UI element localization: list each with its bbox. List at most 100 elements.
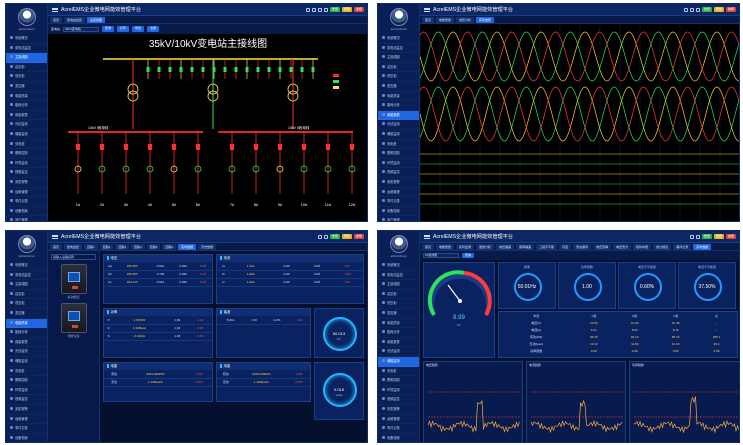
sidebar-item[interactable]: 能耗分析 bbox=[6, 101, 47, 111]
fault-chip[interactable]: 故障 bbox=[353, 7, 364, 12]
sidebar-item[interactable]: 变电站监控 bbox=[378, 44, 419, 54]
settings-icon[interactable] bbox=[305, 7, 310, 12]
tab[interactable]: 电压暂升 bbox=[613, 243, 632, 250]
sidebar-item[interactable]: 变压器 bbox=[378, 82, 419, 92]
sidebar-item[interactable]: 电能质量 bbox=[378, 92, 419, 102]
sidebar-item[interactable]: 光伏监测 bbox=[378, 347, 419, 357]
tab[interactable]: 电压暂降 bbox=[593, 243, 612, 250]
tab[interactable]: 电压偏差 bbox=[496, 243, 515, 250]
sidebar-item[interactable]: 能耗分析 bbox=[378, 101, 419, 111]
sidebar-item[interactable]: 储能监测 bbox=[6, 357, 47, 367]
sidebar-item[interactable]: 主接线图 bbox=[6, 53, 47, 63]
tab[interactable]: 配电监控 bbox=[64, 243, 83, 250]
avatar[interactable] bbox=[389, 8, 408, 26]
fault-chip[interactable]: 故障 bbox=[725, 234, 736, 239]
sidebar-item[interactable]: 环境监测 bbox=[6, 159, 47, 169]
sidebar-item[interactable]: 系统概况 bbox=[378, 34, 419, 44]
fault-chip[interactable]: 故障 bbox=[725, 7, 736, 12]
sidebar-item[interactable]: 充电桩 bbox=[6, 140, 47, 150]
export-button[interactable]: 导出 bbox=[132, 26, 145, 32]
menu-icon[interactable] bbox=[424, 7, 430, 12]
settings-icon[interactable] bbox=[683, 7, 688, 12]
sidebar-item[interactable]: 变电站监控 bbox=[6, 44, 47, 54]
tab[interactable]: 三相不平衡 bbox=[536, 243, 558, 250]
sidebar-item[interactable]: 视频监控 bbox=[6, 395, 47, 405]
sidebar-item[interactable]: 视频监控 bbox=[6, 168, 47, 178]
sidebar-item[interactable]: 环境监测 bbox=[378, 386, 419, 396]
substation-select[interactable]: 35kV变电站 bbox=[63, 26, 100, 32]
circuit-select[interactable]: 1#进线柜 bbox=[423, 253, 459, 258]
tab[interactable]: 回路4 bbox=[131, 243, 145, 250]
alarm-chip[interactable]: 告警 bbox=[701, 7, 712, 12]
print-button[interactable]: 打印 bbox=[117, 26, 130, 32]
sidebar-item[interactable]: 环境监测 bbox=[378, 159, 419, 169]
tab[interactable]: 回路1 bbox=[84, 243, 98, 250]
warning-chip[interactable]: 预警 bbox=[341, 7, 352, 12]
sidebar-item[interactable]: 主接线图 bbox=[378, 53, 419, 63]
sidebar-item[interactable]: 变压器 bbox=[6, 82, 47, 92]
tab[interactable]: 实时数据 bbox=[178, 243, 197, 250]
sidebar-item[interactable]: 光伏监测 bbox=[6, 120, 47, 130]
tab[interactable]: 首页 bbox=[422, 243, 435, 250]
sidebar-item[interactable]: 安防报警 bbox=[6, 178, 47, 188]
sidebar-item[interactable]: 电能质量 bbox=[6, 92, 47, 102]
sidebar-item[interactable]: 用能报表 bbox=[378, 110, 419, 121]
bell-icon[interactable] bbox=[323, 7, 328, 12]
sidebar-item[interactable]: 事件记录 bbox=[6, 197, 47, 207]
tab[interactable]: 电能质量 bbox=[436, 16, 455, 23]
sidebar-item[interactable]: 视频监控 bbox=[378, 395, 419, 405]
tab[interactable]: 短时中断 bbox=[633, 243, 652, 250]
sidebar-item[interactable]: 设备档案 bbox=[6, 434, 47, 442]
fullscreen-icon[interactable] bbox=[317, 7, 322, 12]
search-icon[interactable] bbox=[311, 7, 316, 12]
sidebar-item[interactable]: 电能质量 bbox=[6, 318, 47, 329]
sidebar-item[interactable]: 安防报警 bbox=[378, 178, 419, 188]
sidebar-item[interactable]: 系统概况 bbox=[378, 261, 419, 271]
tab[interactable]: 实时数据 bbox=[693, 243, 712, 250]
sidebar-item[interactable]: 低压柜 bbox=[6, 72, 47, 82]
alarm-chip[interactable]: 告警 bbox=[329, 234, 340, 239]
sidebar-item[interactable]: 能耗分析 bbox=[6, 328, 47, 338]
tab[interactable]: 波形分析 bbox=[456, 16, 475, 23]
sidebar-item[interactable]: 变压器 bbox=[378, 309, 419, 319]
sidebar-item[interactable]: 高压柜 bbox=[6, 63, 47, 73]
sidebar-item[interactable]: 高压柜 bbox=[378, 63, 419, 73]
tab[interactable]: 主接线图 bbox=[87, 16, 106, 23]
sidebar-item[interactable]: 设备档案 bbox=[378, 207, 419, 217]
sidebar-item[interactable]: 用能报表 bbox=[6, 338, 47, 348]
query-button[interactable]: 查询 bbox=[102, 26, 115, 32]
tab[interactable]: 首页 bbox=[50, 243, 63, 250]
sidebar-item[interactable]: 照明控制 bbox=[6, 376, 47, 386]
settings-icon[interactable] bbox=[317, 234, 322, 239]
sidebar-item[interactable]: 用户管理 bbox=[378, 216, 419, 221]
alarm-chip[interactable]: 告警 bbox=[701, 234, 712, 239]
sidebar-item[interactable]: 系统概况 bbox=[6, 34, 47, 44]
sidebar-item[interactable]: 光伏监测 bbox=[6, 347, 47, 357]
tab[interactable]: 电能质量 bbox=[436, 243, 455, 250]
sidebar-item[interactable]: 照明控制 bbox=[6, 149, 47, 159]
sidebar-item[interactable]: 运维管理 bbox=[378, 415, 419, 425]
tab[interactable]: 回路6 bbox=[162, 243, 177, 250]
sidebar-item[interactable]: 高压柜 bbox=[6, 290, 47, 300]
sidebar-item[interactable]: 运维管理 bbox=[6, 188, 47, 198]
warning-chip[interactable]: 预警 bbox=[713, 7, 724, 12]
sidebar-item[interactable]: 储能监测 bbox=[378, 130, 419, 140]
sidebar-item[interactable]: 充电桩 bbox=[6, 367, 47, 377]
sidebar-item[interactable]: 用户管理 bbox=[6, 216, 47, 221]
sidebar-item[interactable]: 电能质量 bbox=[378, 319, 419, 329]
sidebar-item[interactable]: 主接线图 bbox=[378, 280, 419, 290]
sidebar-item[interactable]: 变压器 bbox=[6, 309, 47, 319]
sidebar-item[interactable]: 安防报警 bbox=[378, 405, 419, 415]
menu-icon[interactable] bbox=[52, 234, 58, 239]
sidebar-item[interactable]: 照明控制 bbox=[378, 149, 419, 159]
device-search-input[interactable]: 请输入设备名称 bbox=[51, 254, 96, 260]
tab[interactable]: 实时波形 bbox=[476, 16, 495, 23]
tab[interactable]: 闪变 bbox=[559, 243, 572, 250]
sidebar-item[interactable]: 变电站监控 bbox=[6, 271, 47, 281]
avatar[interactable] bbox=[17, 235, 36, 253]
tab[interactable]: 历史数据 bbox=[198, 243, 217, 250]
sidebar-item[interactable]: 照明控制 bbox=[378, 376, 419, 386]
meter-image[interactable] bbox=[60, 264, 87, 294]
search-icon[interactable] bbox=[323, 234, 328, 239]
tab[interactable]: 谐波分析 bbox=[476, 243, 495, 250]
